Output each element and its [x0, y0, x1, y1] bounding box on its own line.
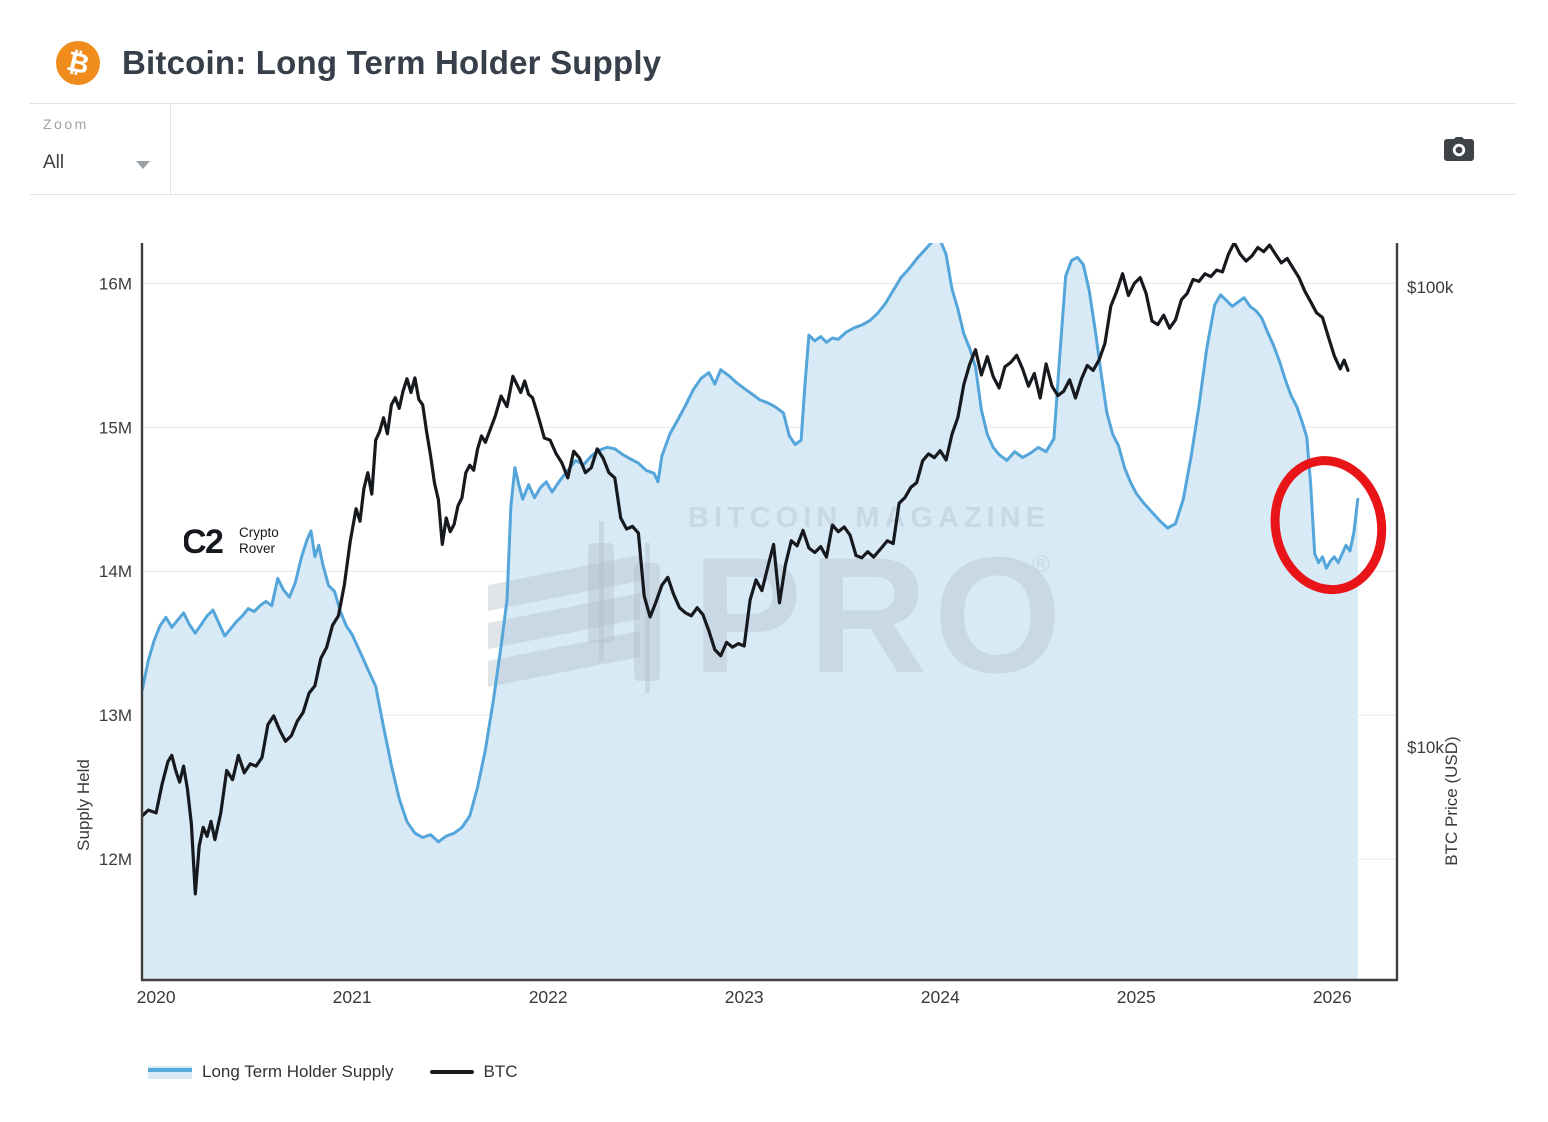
y-right-tick-label: $10k — [1407, 738, 1444, 757]
toolbar: Zoom All — [30, 103, 1516, 195]
x-tick-label: 2022 — [529, 987, 568, 1007]
crypto-rover-text: Crypto Rover — [239, 525, 279, 557]
crypto-rover-mark-icon: C 2 — [184, 523, 224, 561]
y-axis-title-left: Supply Held — [74, 759, 93, 851]
zoom-range-value: All — [43, 152, 65, 173]
y-left-tick-label: 13M — [99, 706, 132, 725]
y-axis-title-right: BTC Price (USD) — [1442, 736, 1461, 866]
legend-label-supply: Long Term Holder Supply — [202, 1062, 394, 1081]
svg-text:C: C — [184, 523, 207, 561]
legend-item-btc[interactable]: BTC — [429, 1062, 518, 1082]
y-left-tick-label: 16M — [99, 274, 132, 293]
camera-icon — [1444, 137, 1474, 161]
svg-text:2: 2 — [205, 523, 224, 561]
btc-line — [142, 243, 1350, 896]
highlight-circle-annotation — [1270, 456, 1387, 595]
svg-text:®: ® — [1032, 551, 1050, 578]
watermark-candles-icon — [488, 521, 660, 693]
crypto-rover-line1: Crypto — [239, 524, 279, 540]
supply-line — [142, 243, 1360, 844]
svg-text:BITCOIN MAGAZINE: BITCOIN MAGAZINE — [688, 502, 1050, 534]
y-right-tick-label: $100k — [1407, 278, 1454, 297]
x-tick-label: 2020 — [137, 987, 176, 1007]
chevron-down-icon — [136, 161, 150, 169]
crypto-rover-line2: Rover — [239, 541, 276, 556]
x-tick-label: 2021 — [333, 987, 372, 1007]
y-left-tick-label: 14M — [99, 562, 132, 581]
header: ₿ Bitcoin: Long Term Holder Supply — [0, 0, 1548, 103]
y-left-tick-label: 12M — [99, 850, 132, 869]
x-tick-label: 2023 — [725, 987, 764, 1007]
btc-swatch-icon — [429, 1070, 474, 1074]
x-tick-label: 2025 — [1117, 987, 1156, 1007]
zoom-label: Zoom — [43, 116, 89, 132]
x-tick-label: 2024 — [921, 987, 960, 1007]
toolbar-divider — [170, 104, 171, 194]
legend: Long Term Holder Supply BTC — [148, 1062, 518, 1082]
x-tick-label: 2026 — [1313, 987, 1352, 1007]
bitcoin-glyph: ₿ — [63, 45, 93, 81]
supply-swatch-icon — [148, 1065, 192, 1079]
export-camera-button[interactable] — [1438, 128, 1480, 170]
crypto-rover-logo: C 2 Crypto Rover — [184, 520, 279, 562]
bitcoin-icon: ₿ — [56, 41, 100, 85]
chart-area: BITCOIN MAGAZINE PRO ® 16M 15M 14M 13M 12M $100k… — [0, 193, 1548, 1053]
legend-label-btc: BTC — [483, 1062, 518, 1081]
page-title: Bitcoin: Long Term Holder Supply — [122, 44, 662, 81]
zoom-range-select[interactable]: All — [43, 150, 158, 180]
legend-item-supply[interactable]: Long Term Holder Supply — [148, 1062, 394, 1082]
y-left-tick-label: 15M — [99, 418, 132, 437]
